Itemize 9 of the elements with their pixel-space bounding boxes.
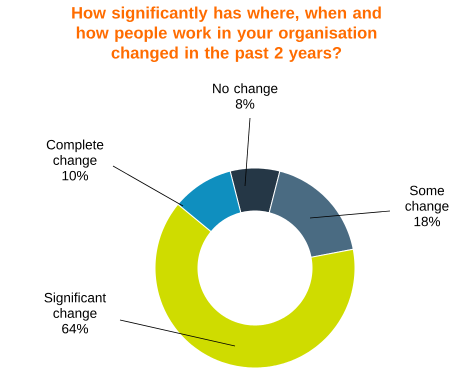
data-label: 64% xyxy=(62,324,88,334)
data-label: 10% xyxy=(62,170,88,180)
slice-label: Significant change xyxy=(44,292,106,321)
slice-label: Complete change xyxy=(46,140,104,168)
slice-label: No change xyxy=(213,83,278,96)
slice-label: Some change xyxy=(405,186,449,214)
chart-title: How significantly has where, when and how people work in your organisation changed in the past 2 years? xyxy=(72,6,381,62)
data-label: 18% xyxy=(414,216,440,226)
data-label: 8% xyxy=(236,99,254,109)
